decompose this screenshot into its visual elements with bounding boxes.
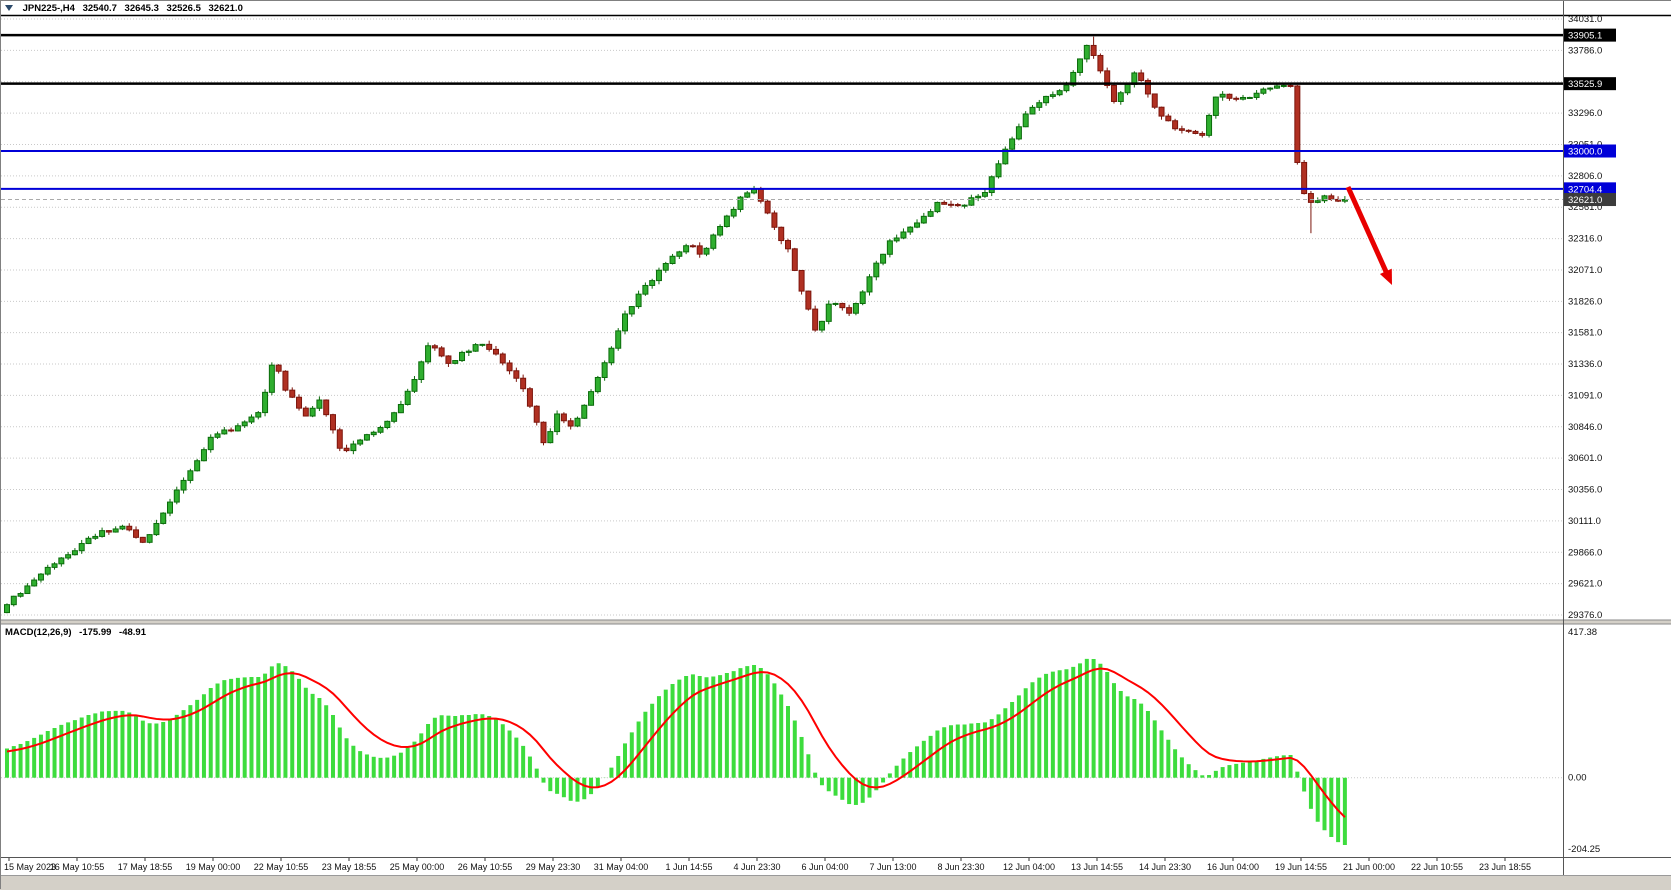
price-level-badge — [1564, 193, 1616, 207]
price-tick-label: 32316.0 — [1568, 234, 1602, 245]
price-tick-label: 33296.0 — [1568, 108, 1602, 119]
ohlc-open: 32540.7 — [82, 3, 117, 14]
one-click-trading-icon[interactable] — [5, 5, 13, 12]
price-level-badge-value: 33905.1 — [1568, 31, 1602, 42]
price-tick-label: 32071.0 — [1568, 265, 1602, 276]
price-tick-label: 29866.0 — [1568, 547, 1602, 558]
macd-signal-line — [6, 667, 1346, 818]
price-level-badge-value: 32704.4 — [1568, 184, 1602, 195]
price-tick-label: 30356.0 — [1568, 485, 1602, 496]
time-tick-label: 16 Jun 04:00 — [1207, 862, 1259, 872]
macd-axis-labels: 417.38 0.00 -204.25 — [1568, 627, 1600, 855]
price-tick-label: 32561.0 — [1568, 202, 1602, 213]
macd-axis-label: 0.00 — [1568, 773, 1587, 784]
price-tick-label: 31336.0 — [1568, 359, 1602, 370]
price-axis[interactable] — [1564, 1, 1671, 857]
trend-arrow[interactable] — [1345, 185, 1392, 285]
price-level-badge-value: 32621.0 — [1568, 195, 1602, 206]
time-tick-label: 25 May 00:00 — [390, 862, 445, 872]
time-tick-label: 31 May 04:00 — [594, 862, 649, 872]
price-tick-label: 34031.0 — [1568, 14, 1602, 25]
time-tick-label: 23 May 18:55 — [322, 862, 377, 872]
price-level-badge — [1564, 182, 1616, 196]
time-tick-label: 6 Jun 04:00 — [801, 862, 848, 872]
time-tick-label: 22 Jun 10:55 — [1411, 862, 1463, 872]
window-bottom-chrome — [1, 875, 1671, 890]
macd-axis-label: 417.38 — [1568, 627, 1597, 638]
time-tick-label: 23 Jun 18:55 — [1479, 862, 1531, 872]
price-tick-label: 29376.0 — [1568, 610, 1602, 621]
ohlc-close: 32621.0 — [208, 3, 243, 14]
time-tick-label: 17 May 18:55 — [118, 862, 173, 872]
time-axis[interactable] — [1, 857, 1563, 875]
price-level-badge-value: 33525.9 — [1568, 79, 1602, 90]
candles — [4, 36, 1348, 614]
time-tick-label: 19 Jun 14:55 — [1275, 862, 1327, 872]
ohlc-high: 32645.3 — [124, 3, 159, 14]
price-tick-label: 30601.0 — [1568, 453, 1602, 464]
macd-value: -175.99 — [79, 627, 112, 638]
price-level-badge — [1564, 144, 1616, 158]
time-tick-label: 16 May 10:55 — [50, 862, 105, 872]
symbol-period-label: JPN225-,H4 — [22, 3, 75, 14]
macd-indicator-label: MACD(12,26,9) -175.99 -48.91 — [5, 627, 146, 639]
price-level-badge — [1564, 28, 1616, 42]
time-tick-label: 15 May 2023 — [4, 862, 56, 872]
panel-resize-handle[interactable] — [1, 619, 1671, 625]
price-level-badge — [1564, 77, 1616, 91]
price-tick-label: 31581.0 — [1568, 328, 1602, 339]
time-tick-label: 14 Jun 23:30 — [1139, 862, 1191, 872]
time-tick-label: 8 Jun 23:30 — [937, 862, 984, 872]
time-tick-label: 22 May 10:55 — [254, 862, 309, 872]
time-tick-label: 29 May 23:30 — [526, 862, 581, 872]
price-tick-label: 30111.0 — [1568, 516, 1601, 527]
price-level-badge-value: 33000.0 — [1568, 147, 1602, 158]
time-tick-label: 13 Jun 14:55 — [1071, 862, 1123, 872]
time-tick-label: 4 Jun 23:30 — [733, 862, 780, 872]
time-tick-label: 26 May 10:55 — [458, 862, 513, 872]
price-tick-label: 33786.0 — [1568, 45, 1602, 56]
price-tick-label: 31091.0 — [1568, 390, 1602, 401]
time-tick-label: 19 May 00:00 — [186, 862, 241, 872]
ohlc-header: JPN225-,H4 32540.7 32645.3 32526.5 32621… — [5, 2, 243, 15]
ohlc-low: 32526.5 — [166, 3, 201, 14]
price-tick-label: 30846.0 — [1568, 422, 1602, 433]
time-tick-label: 12 Jun 04:00 — [1003, 862, 1055, 872]
macd-signal-value: -48.91 — [119, 627, 146, 638]
time-tick-label: 7 Jun 13:00 — [869, 862, 916, 872]
price-tick-label: 31826.0 — [1568, 296, 1602, 307]
time-tick-label: 1 Jun 14:55 — [665, 862, 712, 872]
price-level-lines — [1, 33, 1563, 201]
price-tick-label: 32806.0 — [1568, 171, 1602, 182]
time-tick-label: 21 Jun 00:00 — [1343, 862, 1395, 872]
price-tick-label: 29621.0 — [1568, 579, 1602, 590]
macd-name: MACD(12,26,9) — [5, 627, 72, 638]
macd-axis-label: -204.25 — [1568, 844, 1600, 855]
